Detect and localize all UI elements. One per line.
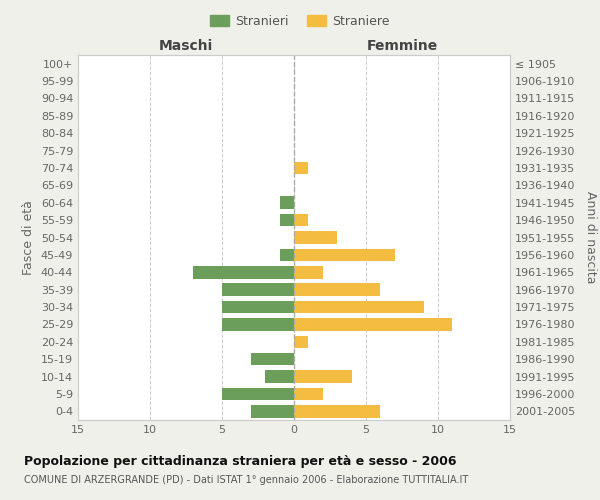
Bar	[280, 196, 294, 209]
Text: Maschi: Maschi	[159, 40, 213, 54]
Legend: Stranieri, Straniere: Stranieri, Straniere	[206, 11, 394, 32]
Bar	[294, 248, 395, 261]
Bar	[222, 388, 294, 400]
Bar	[294, 266, 323, 278]
Bar	[294, 284, 380, 296]
Bar	[222, 301, 294, 314]
Bar	[280, 214, 294, 226]
Bar	[294, 405, 380, 417]
Bar	[294, 214, 308, 226]
Bar	[294, 318, 452, 330]
Bar	[265, 370, 294, 383]
Bar	[251, 353, 294, 366]
Bar	[294, 388, 323, 400]
Bar	[280, 248, 294, 261]
Text: Popolazione per cittadinanza straniera per età e sesso - 2006: Popolazione per cittadinanza straniera p…	[24, 455, 457, 468]
Bar	[294, 336, 308, 348]
Y-axis label: Anni di nascita: Anni di nascita	[584, 191, 596, 284]
Bar	[294, 231, 337, 244]
Bar	[294, 301, 424, 314]
Bar	[222, 284, 294, 296]
Bar	[294, 370, 352, 383]
Y-axis label: Fasce di età: Fasce di età	[22, 200, 35, 275]
Bar	[294, 162, 308, 174]
Text: Femmine: Femmine	[367, 40, 437, 54]
Bar	[251, 405, 294, 417]
Bar	[193, 266, 294, 278]
Text: COMUNE DI ARZERGRANDE (PD) - Dati ISTAT 1° gennaio 2006 - Elaborazione TUTTITALI: COMUNE DI ARZERGRANDE (PD) - Dati ISTAT …	[24, 475, 468, 485]
Bar	[222, 318, 294, 330]
